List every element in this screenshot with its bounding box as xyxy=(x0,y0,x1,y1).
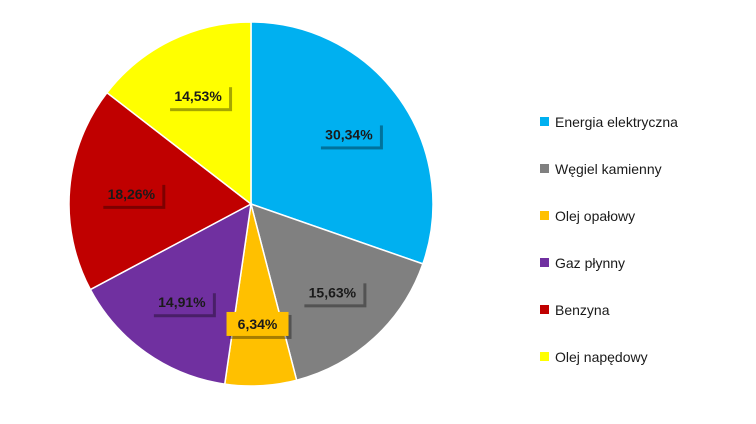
data-label-olej-opalowy: 6,34% xyxy=(226,311,292,339)
data-label-text: 14,91% xyxy=(158,294,206,310)
data-label-benzyna: 18,26% xyxy=(100,181,166,209)
data-label-wegiel-kamienny: 15,63% xyxy=(301,280,367,308)
legend-item-olej-napedowy: Olej napędowy xyxy=(540,333,750,380)
legend-item-gaz-plynny: Gaz płynny xyxy=(540,239,750,286)
pie-slice-olej-napedowy xyxy=(105,21,252,206)
data-label-box xyxy=(226,311,289,336)
legend-label: Energia elektryczna xyxy=(555,113,678,130)
legend: Energia elektryczna Węgiel kamienny Olej o… xyxy=(540,98,750,380)
legend-item-benzyna: Benzyna xyxy=(540,286,750,333)
data-label-text: 14,53% xyxy=(174,88,222,104)
data-label-box xyxy=(317,122,380,147)
legend-label: Węgiel kamienny xyxy=(555,160,662,177)
legend-item-energia-elektryczna: Energia elektryczna xyxy=(540,98,750,145)
legend-swatch xyxy=(540,117,549,126)
legend-swatch xyxy=(540,305,549,314)
data-label-text: 6,34% xyxy=(238,316,278,332)
data-label-text: 18,26% xyxy=(108,186,156,202)
data-label-box xyxy=(150,290,213,315)
legend-item-wegiel-kamienny: Węgiel kamienny xyxy=(540,145,750,192)
legend-label: Olej napędowy xyxy=(555,348,648,365)
legend-label: Olej opałowy xyxy=(555,207,636,224)
data-label-text: 30,34% xyxy=(325,126,373,142)
data-label-olej-napedowy: 14,53% xyxy=(167,84,233,112)
legend-label: Benzyna xyxy=(555,301,610,318)
legend-label: Gaz płynny xyxy=(555,254,626,271)
data-label-box xyxy=(301,280,364,305)
legend-swatch xyxy=(540,164,549,173)
pie-data-labels: 30,34% 15,63% 6,34% 14,91% 18,26% 14,53% xyxy=(100,84,383,339)
data-label-text: 15,63% xyxy=(309,284,357,300)
data-label-gaz-plynny: 14,91% xyxy=(150,290,216,318)
legend-swatch xyxy=(540,211,549,220)
legend-swatch xyxy=(540,258,549,267)
legend-item-olej-opalowy: Olej opałowy xyxy=(540,192,750,239)
legend-swatch xyxy=(540,352,549,361)
data-label-box xyxy=(167,84,230,109)
data-label-energia-elektryczna: 30,34% xyxy=(317,122,383,150)
data-label-box xyxy=(100,181,163,206)
